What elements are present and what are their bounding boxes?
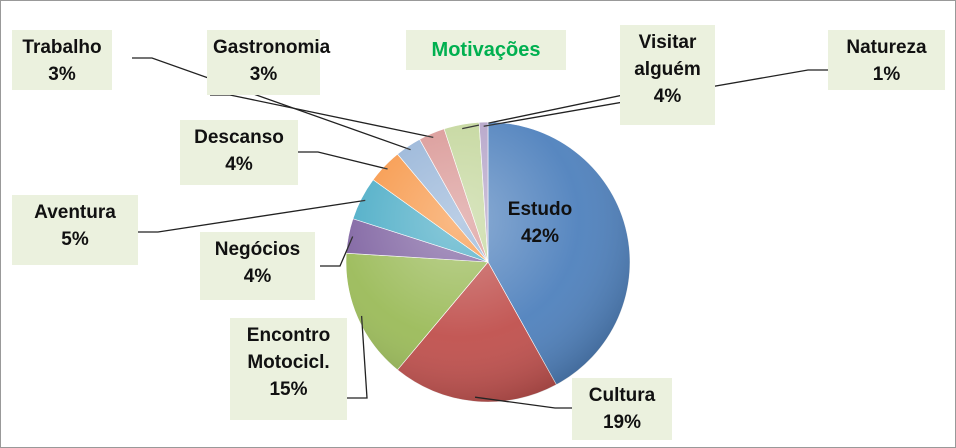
category-label: Negócios <box>214 239 301 260</box>
leader-line <box>298 151 388 170</box>
category-label: Aventura <box>34 202 116 223</box>
slice-label: Cultura 19% <box>572 378 672 440</box>
leader-line <box>483 69 828 127</box>
slice-label: Visitar alguém 4% <box>620 25 715 125</box>
slice-label: Natureza 1% <box>828 30 945 90</box>
value-label: 3% <box>48 64 76 85</box>
category-label: Visitar alguém <box>634 32 701 80</box>
slice-label: Descanso 4% <box>180 120 298 185</box>
leader-line <box>132 57 411 151</box>
value-label: 15% <box>269 379 308 400</box>
category-label: Encontro Motocicl. <box>246 325 331 373</box>
category-label: Natureza <box>846 37 927 58</box>
category-label: Gastronomia <box>213 37 331 58</box>
slice-label: Trabalho 3% <box>12 30 112 90</box>
chart-title: Motivações <box>406 30 566 70</box>
value-label: 4% <box>243 266 272 287</box>
leader-line <box>474 396 575 409</box>
slice-label: Gastronomia 3% <box>207 30 331 95</box>
slice-label: Encontro Motocicl. 15% <box>230 318 347 420</box>
value-label: 19% <box>602 412 642 433</box>
value-label: 4% <box>653 86 682 107</box>
category-label: Descanso <box>194 127 284 148</box>
category-label: Trabalho <box>22 37 102 58</box>
value-label: 5% <box>61 229 89 250</box>
category-label: Estudo <box>507 199 573 220</box>
leader-line <box>138 199 366 233</box>
value-label: 4% <box>225 154 253 175</box>
value-label: 3% <box>249 64 278 85</box>
slice-label: Estudo 42% <box>490 192 590 260</box>
value-label: 42% <box>520 226 560 247</box>
slice-label: Aventura 5% <box>12 195 138 265</box>
slice-label: Negócios 4% <box>200 232 315 300</box>
value-label: 1% <box>872 64 901 85</box>
category-label: Cultura <box>588 385 656 406</box>
